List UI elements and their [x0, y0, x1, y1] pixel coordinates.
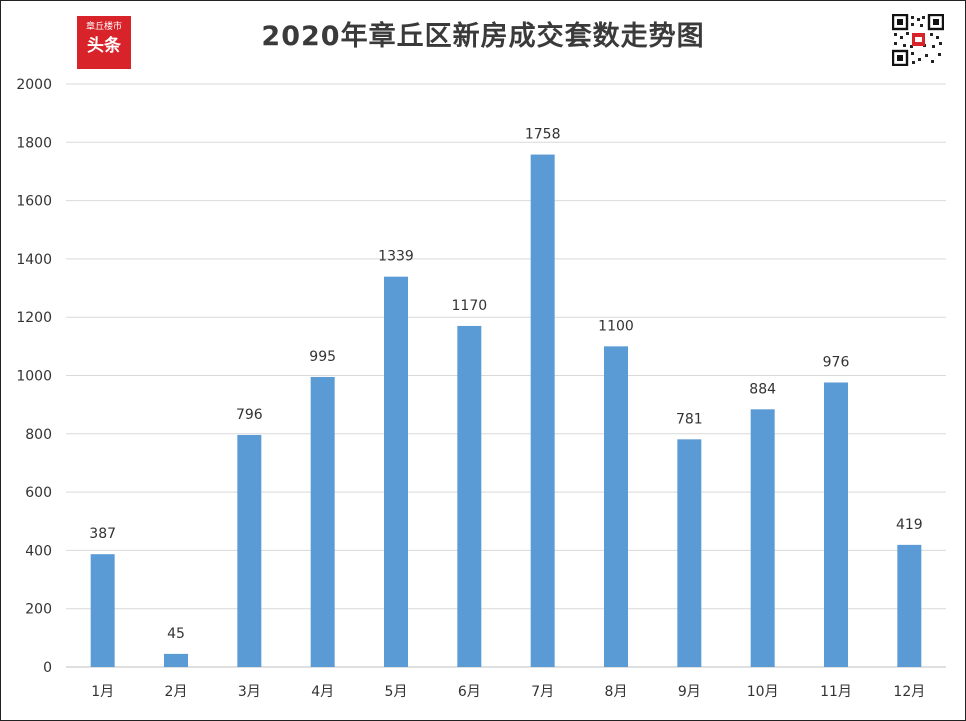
bar	[677, 439, 702, 667]
x-tick-label: 8月	[605, 684, 628, 700]
y-tick-label: 600	[25, 485, 52, 501]
bar	[530, 154, 555, 668]
bar	[604, 346, 628, 667]
y-tick-label: 800	[25, 427, 52, 443]
logo-line-1: 章丘楼市	[85, 22, 122, 32]
x-tick-label: 1月	[91, 684, 114, 700]
y-tick-label: 1600	[16, 194, 52, 210]
y-tick-label: 1000	[16, 369, 52, 385]
bar	[457, 325, 482, 667]
bar	[750, 409, 775, 667]
y-tick-label: 2000	[16, 77, 52, 93]
data-label: 1100	[598, 318, 634, 334]
brand-logo-icon: 章丘楼市 头条	[77, 16, 131, 69]
y-tick-label: 400	[25, 543, 52, 559]
bar	[164, 653, 188, 667]
y-tick-label: 0	[43, 660, 52, 676]
bar	[237, 434, 262, 667]
y-tick-label: 1400	[16, 252, 52, 268]
data-label: 419	[896, 517, 923, 533]
y-tick-label: 200	[25, 602, 52, 618]
x-tick-label: 12月	[893, 684, 925, 700]
x-tick-label: 7月	[531, 684, 554, 700]
data-label: 1758	[525, 127, 561, 143]
data-label: 976	[823, 354, 850, 370]
logo-line-2: 头条	[87, 36, 121, 56]
data-label: 387	[89, 526, 116, 542]
bar	[384, 276, 408, 667]
bar	[897, 544, 922, 667]
x-tick-label: 4月	[311, 684, 334, 700]
data-label: 995	[309, 349, 336, 365]
chart-title: 2020年章丘区新房成交套数走势图	[261, 21, 705, 52]
x-tick-label: 10月	[747, 684, 779, 700]
bar	[90, 554, 115, 667]
bar	[310, 376, 335, 667]
qr-code-icon	[892, 14, 944, 66]
data-label: 1339	[378, 249, 414, 265]
data-label: 45	[167, 626, 185, 642]
x-tick-label: 6月	[458, 684, 481, 700]
data-label: 1170	[452, 298, 488, 314]
x-tick-label: 9月	[678, 684, 701, 700]
x-tick-label: 5月	[385, 684, 408, 700]
x-tick-label: 2月	[165, 684, 188, 700]
x-tick-label: 11月	[820, 684, 852, 700]
bar	[824, 382, 848, 667]
data-label: 781	[676, 411, 703, 427]
data-label: 796	[236, 407, 263, 423]
x-tick-label: 3月	[238, 684, 261, 700]
data-label: 884	[749, 381, 776, 397]
y-tick-label: 1800	[16, 135, 52, 151]
y-tick-label: 1200	[16, 310, 52, 326]
